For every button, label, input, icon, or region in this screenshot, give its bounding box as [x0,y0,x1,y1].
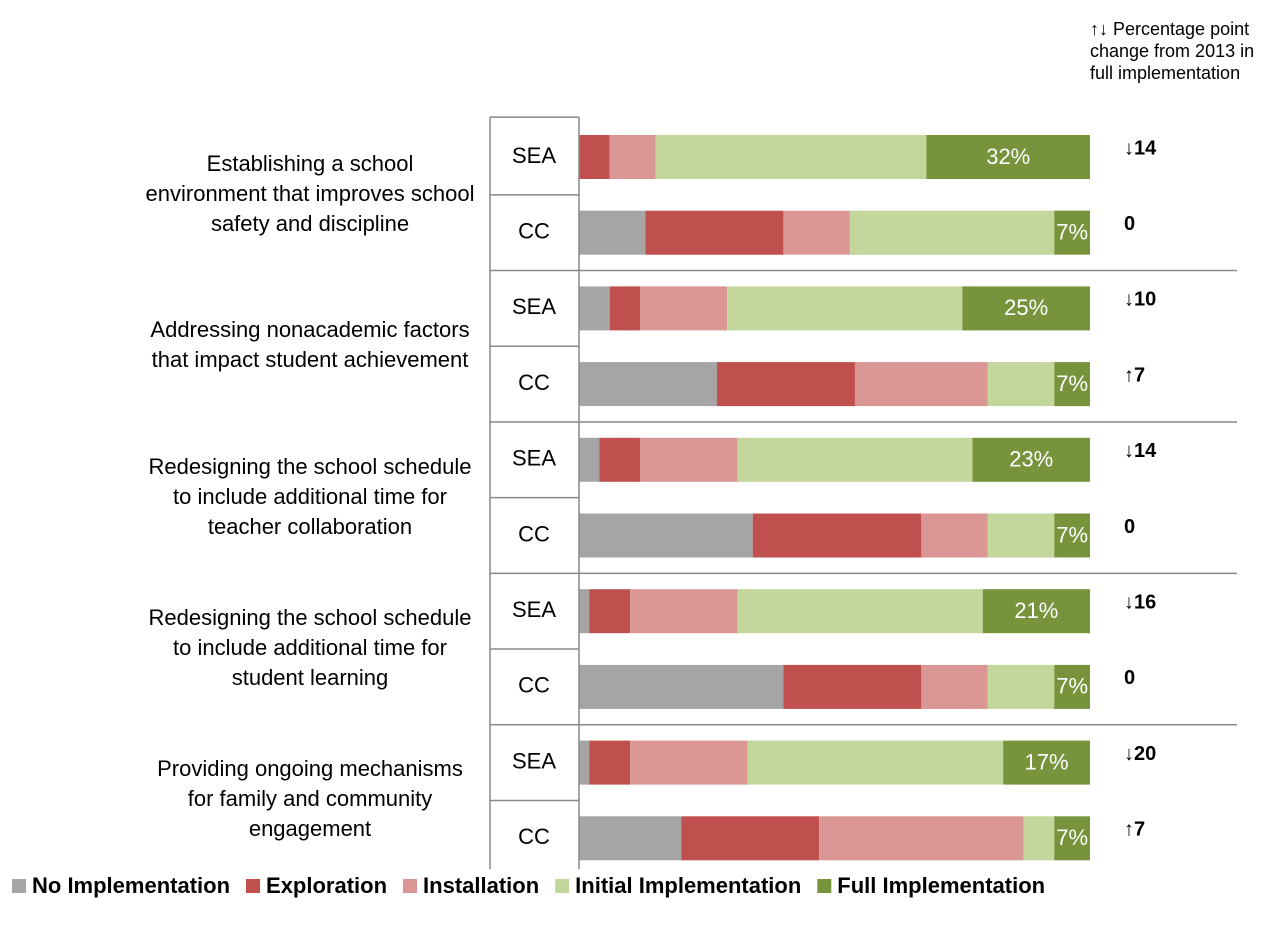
bar-segment [681,816,820,861]
row-label: SEA [512,143,556,168]
bar-segment [579,816,682,861]
bar-segment [819,816,1024,861]
bar-segment [640,437,738,482]
bar-segment [783,210,850,255]
bar-segment [589,740,631,785]
bar-segment [1054,816,1090,861]
bar-segment [630,589,738,634]
bar-segment [1003,740,1090,785]
bar-segment [982,589,1090,634]
bar-segment [962,286,1090,331]
bar-segment [579,664,784,709]
legend-label: Exploration [266,873,387,898]
legend-label: Installation [423,873,539,898]
bar-segment [854,362,988,407]
bar-segment [579,589,590,634]
change-label: 0 [1124,516,1135,538]
bar-segment [987,362,1055,407]
bar-segment [589,589,631,634]
bar-segment [579,210,646,255]
row-label: CC [518,521,550,546]
change-label: ↓14 [1124,440,1157,462]
row-label: CC [518,824,550,849]
value-label: 32% [986,144,1030,169]
bar-segment [630,740,748,785]
value-label: 17% [1025,749,1069,774]
bar-segment [579,437,600,482]
group-label: Providing ongoing mechanisms for family … [157,756,463,842]
legend-label: Full Implementation [837,873,1045,898]
row-label: SEA [512,597,556,622]
value-label: 7% [1056,825,1088,850]
bar-segment [1054,210,1090,255]
bar-segment [987,664,1055,709]
legend-swatch [817,879,832,893]
bar-segment [579,740,590,785]
group-label: Establishing a school environment that i… [145,150,475,236]
legend-label: No Implementation [32,873,230,898]
bar-segment [599,437,641,482]
legend-swatch [403,879,418,893]
bar-segment [579,362,717,407]
change-label: ↑7 [1124,364,1145,386]
value-label: 7% [1056,674,1088,699]
change-label: ↓16 [1124,591,1156,613]
row-label: SEA [512,446,556,471]
bar-segment [1054,513,1090,558]
change-label: ↑7 [1124,819,1145,841]
change-label: ↓20 [1124,743,1156,765]
bar-segment [783,664,922,709]
row-label: CC [518,673,550,698]
bar-segment [716,362,855,407]
row-label: CC [518,219,550,244]
row-label: SEA [512,748,556,773]
bar-segment [972,437,1090,482]
bar-segment [987,513,1055,558]
legend-swatch [555,879,570,893]
value-label: 7% [1056,371,1088,396]
bar-segment [645,210,784,255]
bar-segment [579,513,753,558]
bar-segment [1054,362,1090,407]
bar-segment [747,740,1004,785]
bar-segment [609,286,641,331]
legend-label: Initial Implementation [575,873,801,898]
change-label: ↓10 [1124,289,1156,311]
change-label: ↓14 [1124,137,1157,159]
change-note: ↑↓ Percentage point change from 2013 in … [1090,19,1255,83]
bar-segment [609,135,656,179]
bar-segment [737,437,973,482]
change-label: 0 [1124,667,1135,689]
legend-swatch [12,879,26,893]
value-label: 25% [1004,295,1048,320]
bar-segment [1054,664,1090,709]
bar-segment [921,513,988,558]
bar-segment [921,664,988,709]
bar-segment [849,210,1055,255]
group-label: Redesigning the school schedule to inclu… [148,453,472,539]
bar-segment [737,589,983,634]
bar-segment [655,135,927,179]
row-label: SEA [512,294,556,319]
bar-segment [579,286,610,331]
bar-segment [752,513,922,558]
change-label: 0 [1124,213,1135,235]
bar-segment [1023,816,1055,861]
value-label: 23% [1009,447,1053,472]
bar-segment [926,135,1090,179]
legend-swatch [246,879,261,893]
group-label: Addressing nonacademic factors that impa… [150,317,470,373]
bar-segment [640,286,728,331]
row-label: CC [518,370,550,395]
value-label: 7% [1056,220,1088,245]
group-label: Redesigning the school schedule to inclu… [148,605,472,691]
bar-segment [727,286,963,331]
bar-segment [579,135,610,179]
value-label: 21% [1014,598,1058,623]
value-label: 7% [1056,522,1088,547]
